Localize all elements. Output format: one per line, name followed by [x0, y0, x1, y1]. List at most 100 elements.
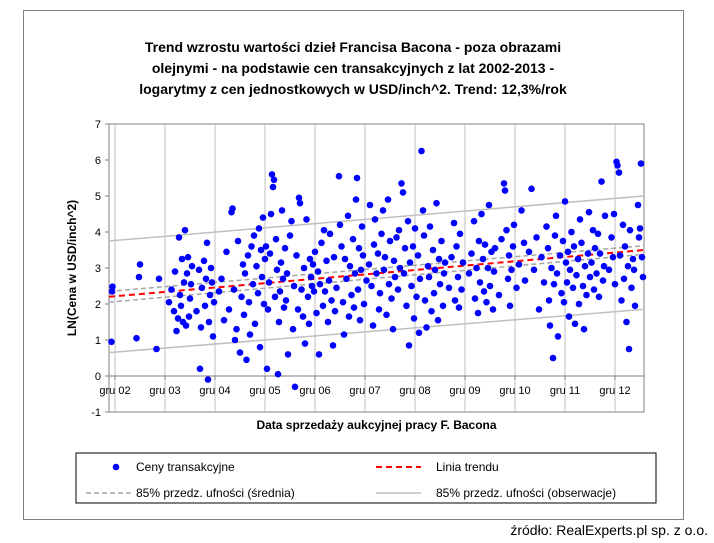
data-point: [240, 311, 248, 319]
x-tick-label: gru 05: [249, 385, 280, 397]
data-point: [588, 259, 595, 266]
data-point: [639, 273, 647, 281]
data-point: [360, 300, 368, 308]
data-point: [544, 244, 552, 252]
data-point: [243, 356, 250, 364]
data-point: [520, 239, 528, 247]
x-tick-label: gru 08: [399, 385, 430, 397]
data-point: [416, 275, 424, 283]
y-axis-label: LN(Cena w USD/inch^2): [65, 200, 79, 336]
data-point: [275, 318, 283, 326]
data-point: [370, 241, 378, 248]
data-point: [430, 289, 438, 297]
data-point: [635, 234, 643, 241]
data-point: [359, 252, 367, 259]
data-point: [168, 286, 175, 293]
data-point: [170, 307, 178, 315]
data-point: [340, 331, 348, 338]
data-point: [290, 282, 298, 290]
data-point: [366, 201, 374, 209]
data-point: [325, 277, 333, 284]
data-point: [385, 280, 393, 288]
data-point: [403, 302, 410, 310]
data-point: [556, 252, 564, 259]
data-point: [375, 306, 383, 313]
legend-label: Ceny transakcyjne: [136, 460, 235, 474]
data-point: [549, 354, 557, 362]
data-point: [551, 232, 559, 239]
y-tick-label: -1: [91, 407, 101, 419]
data-point: [177, 302, 185, 310]
data-point: [558, 289, 565, 297]
data-point: [413, 293, 420, 301]
data-point: [528, 185, 535, 193]
y-tick-label: 6: [95, 155, 101, 167]
data-point: [278, 207, 286, 214]
data-point: [323, 257, 330, 265]
data-point: [268, 171, 276, 178]
data-point: [349, 235, 357, 243]
source-note: źródło: RealExperts.pl sp. z o.o.: [510, 522, 708, 538]
data-point: [388, 295, 395, 302]
data-point: [505, 252, 513, 259]
legend-label: Linia trendu: [436, 460, 499, 474]
data-point: [420, 232, 428, 239]
data-point: [433, 199, 440, 207]
data-point: [225, 306, 233, 313]
data-point: [609, 253, 617, 261]
data-point: [423, 324, 430, 331]
data-point: [562, 259, 570, 266]
data-point: [369, 322, 377, 329]
data-point: [564, 248, 572, 256]
data-point: [331, 307, 339, 315]
data-point: [599, 277, 607, 284]
legend-swatch-dot: [112, 463, 120, 471]
data-point: [554, 333, 562, 340]
data-point: [484, 264, 492, 272]
data-point: [581, 262, 589, 270]
data-point: [436, 280, 444, 288]
data-point: [358, 223, 366, 230]
data-point: [200, 257, 208, 265]
data-point: [384, 196, 392, 203]
data-point: [346, 262, 354, 270]
x-tick-label: gru 07: [349, 385, 380, 397]
data-point: [584, 250, 592, 257]
data-point: [233, 325, 240, 333]
data-point: [178, 255, 186, 263]
data-point: [540, 279, 548, 286]
data-point: [204, 376, 212, 383]
data-point: [271, 293, 279, 301]
data-point: [390, 257, 398, 265]
data-point: [570, 243, 578, 250]
data-point: [468, 250, 475, 257]
data-point: [188, 262, 196, 270]
data-point: [569, 284, 577, 292]
data-point: [578, 239, 585, 247]
data-point: [215, 288, 223, 295]
data-point: [409, 243, 417, 250]
data-point: [508, 266, 515, 274]
data-point: [176, 291, 184, 299]
data-point: [500, 180, 508, 187]
data-point: [552, 212, 560, 220]
data-point: [605, 266, 613, 274]
data-point: [288, 217, 295, 225]
data-point: [451, 297, 459, 304]
data-point: [197, 324, 205, 331]
data-point: [136, 261, 144, 268]
data-point: [270, 176, 278, 184]
y-tick-label: 4: [95, 227, 101, 239]
data-point: [626, 226, 634, 234]
data-point: [415, 329, 423, 337]
data-point: [478, 210, 485, 218]
x-tick-label: gru 09: [449, 385, 480, 397]
data-point: [301, 340, 309, 347]
data-point: [509, 243, 517, 250]
data-point: [184, 253, 192, 261]
data-point: [489, 306, 497, 313]
data-point: [354, 286, 362, 293]
data-point: [262, 243, 270, 250]
data-point: [393, 234, 400, 241]
data-point: [350, 304, 358, 311]
